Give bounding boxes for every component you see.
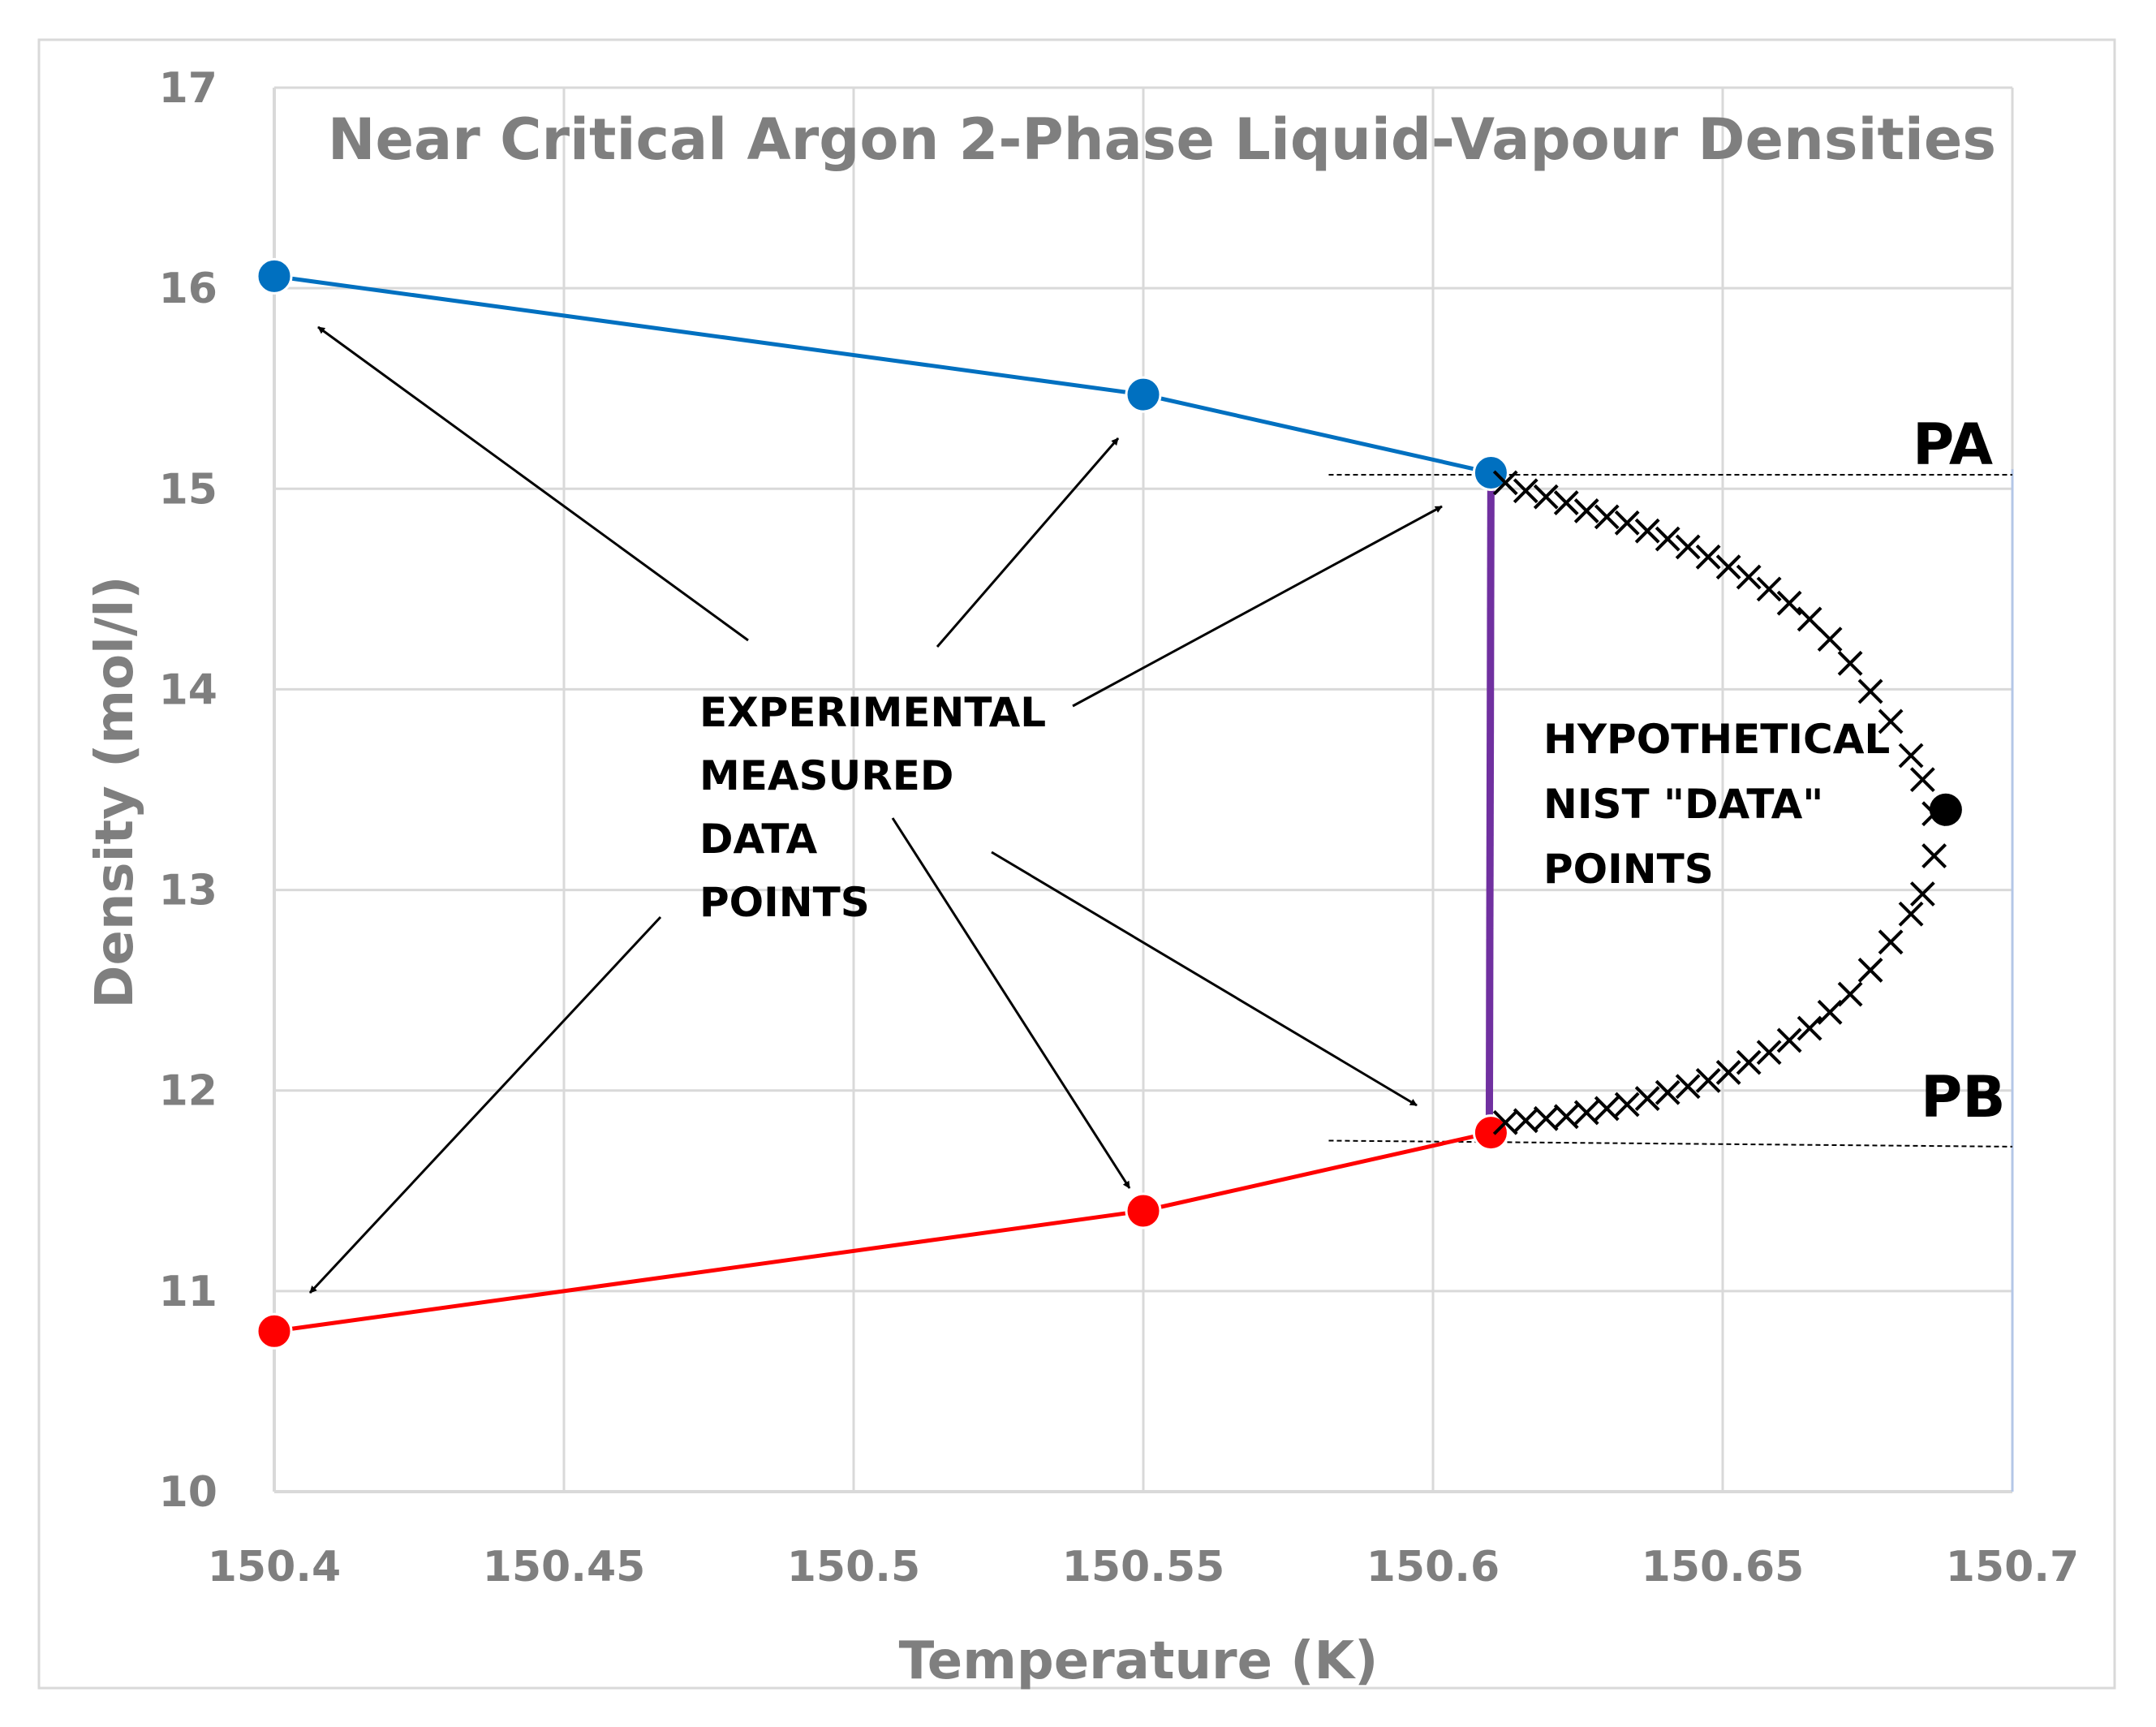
y-tick-label: 14 xyxy=(159,665,217,714)
liquid-density-point xyxy=(1125,376,1162,413)
vapour-density-point xyxy=(1125,1192,1162,1230)
x-tick-label: 150.4 xyxy=(208,1543,341,1591)
grid xyxy=(274,86,2014,1492)
series-layer xyxy=(256,257,2013,1350)
arrow-to-liquid-150-55 xyxy=(936,437,1120,648)
arrow-to-liquid-150-61 xyxy=(1072,505,1443,708)
chart-border xyxy=(37,38,2116,1690)
nist-x-marker xyxy=(1776,590,1802,616)
tick-labels: 10 11 12 13 14 15 16 17 150.4 150.45 150.5 150.55 15… xyxy=(159,64,2080,1591)
experimental-annotation: EXPERIMENTAL MEASURED DATA POINTS xyxy=(699,689,1046,926)
nist-x-marker xyxy=(1857,958,1883,983)
liquid-density-point xyxy=(1472,454,1509,492)
nist-x-marker xyxy=(1553,1104,1579,1130)
nist-x-marker xyxy=(1797,1015,1822,1041)
experimental-line-3: DATA xyxy=(699,816,818,863)
y-tick-label: 10 xyxy=(159,1468,217,1517)
y-tick-label: 13 xyxy=(159,867,217,915)
nist-x-marker xyxy=(1614,510,1640,536)
nist-x-marker xyxy=(1857,678,1883,704)
axes xyxy=(273,88,2014,1493)
nist-x-marker xyxy=(1736,1049,1762,1075)
nist-x-marker xyxy=(1898,901,1924,927)
nist-x-marker xyxy=(1909,767,1935,793)
arrow-to-vapour-150-55 xyxy=(891,817,1131,1189)
critical-point xyxy=(1929,793,1962,826)
x-tick-label: 150.5 xyxy=(787,1543,920,1591)
nist-x-marker xyxy=(1655,526,1680,552)
pb-label: PB xyxy=(1921,1064,2006,1131)
arrow-to-vapour-150-4 xyxy=(308,915,662,1294)
nist-x-marker xyxy=(1492,1109,1518,1135)
nist-x-marker xyxy=(1715,554,1741,580)
x-tick-label: 150.45 xyxy=(483,1543,646,1591)
nist-x-marker xyxy=(1655,1079,1680,1105)
nist-x-marker xyxy=(1736,564,1762,590)
nist-x-marker xyxy=(1898,743,1924,769)
y-tick-label: 17 xyxy=(159,64,217,113)
nist-x-marker xyxy=(1533,1105,1559,1131)
nist-x-marker xyxy=(1573,498,1599,523)
experimental-line-2: MEASURED xyxy=(699,752,953,799)
arrow-to-liquid-150-4 xyxy=(317,325,749,642)
x-axis-title: Temperature (K) xyxy=(899,1631,1379,1691)
experimental-line-4: POINTS xyxy=(699,879,870,926)
nist-x-marker xyxy=(1573,1100,1599,1126)
y-tick-label: 12 xyxy=(159,1067,217,1116)
nist-x-marker xyxy=(1634,518,1660,544)
nist-x-marker xyxy=(1695,1067,1721,1093)
nist-x-marker xyxy=(1878,708,1904,734)
nist-x-marker xyxy=(1797,606,1822,632)
nist-x-marker xyxy=(1513,478,1538,504)
nist-x-marker xyxy=(1756,1040,1782,1066)
nist-x-marker xyxy=(1921,843,1947,868)
nist-x-marker xyxy=(1675,1074,1701,1100)
nist-x-marker xyxy=(1492,470,1518,496)
nist-x-marker xyxy=(1837,981,1863,1007)
pa-label: PA xyxy=(1913,411,1993,478)
nist-x-marker xyxy=(1675,534,1701,560)
vapour-density-point xyxy=(256,1312,293,1350)
annotation-arrows xyxy=(308,325,1443,1294)
nist-x-marker xyxy=(1533,484,1559,510)
nist-x-marker xyxy=(1776,1027,1802,1053)
arrow-to-vapour-150-61 xyxy=(991,851,1418,1107)
x-tick-label: 150.55 xyxy=(1062,1543,1225,1591)
hypothetical-line-1: HYPOTHETICAL xyxy=(1543,716,1890,763)
nist-x-marker xyxy=(1634,1086,1660,1112)
vapour-density-point xyxy=(1472,1114,1509,1152)
x-tick-label: 150.6 xyxy=(1366,1543,1500,1591)
nist-x-marker xyxy=(1909,881,1935,907)
nist-x-marker xyxy=(1695,544,1721,570)
nist-x-marker xyxy=(1715,1060,1741,1085)
y-tick-label: 11 xyxy=(159,1268,217,1316)
x-tick-label: 150.65 xyxy=(1642,1543,1805,1591)
nist-x-marker xyxy=(1837,650,1863,676)
chart-title: Near Critical Argon 2-Phase Liquid-Vapou… xyxy=(328,106,1996,173)
y-tick-label: 15 xyxy=(159,465,217,514)
tie-line xyxy=(1485,472,1495,1133)
y-axis-title: Density (mol/l) xyxy=(85,575,145,1008)
nist-x-marker xyxy=(1756,576,1782,602)
nist-x-marker xyxy=(1817,627,1843,652)
nist-x-marker xyxy=(1594,1096,1620,1122)
hypothetical-line-3: POINTS xyxy=(1543,846,1714,893)
experimental-line-1: EXPERIMENTAL xyxy=(699,689,1046,736)
nist-x-marker xyxy=(1817,999,1843,1025)
nist-x-marker xyxy=(1878,929,1904,955)
nist-x-marker xyxy=(1594,504,1620,530)
nist-x-marker xyxy=(1614,1092,1640,1118)
nist-x-marker xyxy=(1553,490,1579,516)
hypothetical-line-2: NIST "DATA" xyxy=(1543,781,1823,828)
liquid-density-point xyxy=(256,257,293,295)
x-tick-label: 150.7 xyxy=(1946,1543,2079,1591)
hypothetical-annotation: HYPOTHETICAL NIST "DATA" POINTS xyxy=(1543,716,1890,893)
nist-x-marker xyxy=(1513,1108,1538,1134)
y-tick-label: 16 xyxy=(159,265,217,313)
